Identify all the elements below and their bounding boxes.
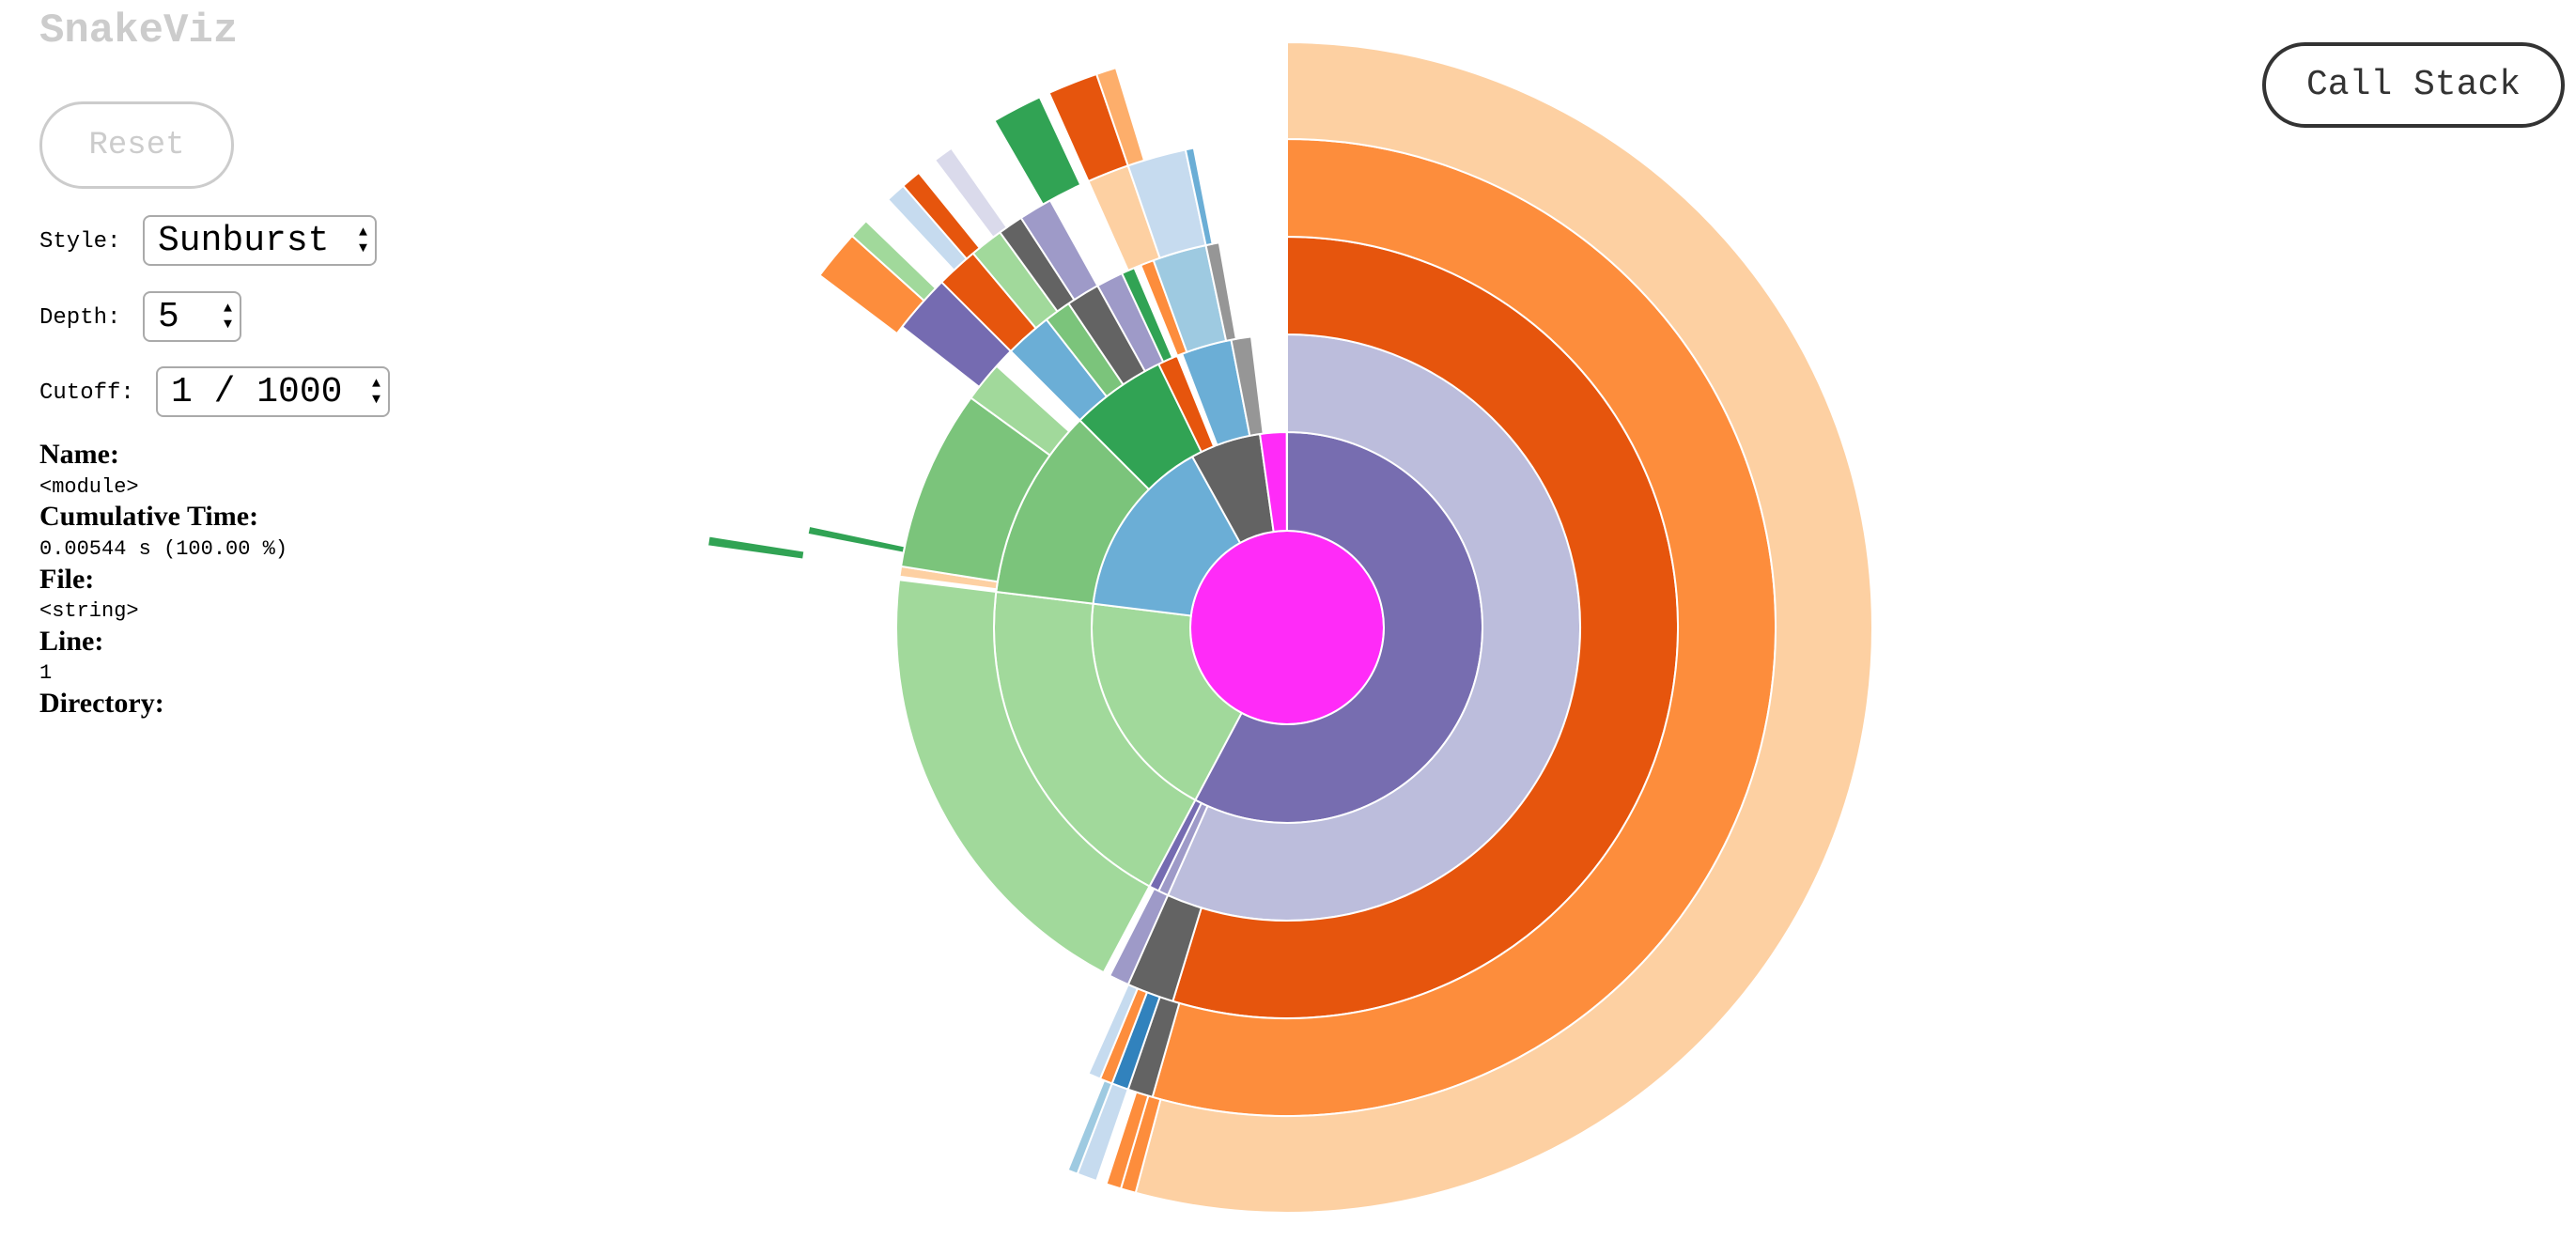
time-value: 0.00544 s (100.00 %) [39,537,288,561]
sunburst-root[interactable] [1189,530,1385,725]
file-value: <string> [39,599,139,623]
directory-label: Directory: [39,688,164,719]
time-label: Cumulative Time: [39,501,259,532]
sunburst-arc[interactable] [706,535,806,561]
cutoff-select[interactable]: 1 / 1000 [156,366,390,417]
sunburst-arc[interactable] [850,219,938,302]
style-select[interactable]: Sunburst [143,215,377,266]
sunburst-arc[interactable] [1066,1078,1113,1175]
style-label: Style: [39,229,121,255]
sunburst-arc[interactable] [993,96,1082,207]
sunburst-arc[interactable] [901,171,982,260]
name-value: <module> [39,475,139,499]
sunburst-arc[interactable] [1134,40,1874,1214]
call-stack-button[interactable]: Call Stack [2262,42,2565,128]
sunburst-arc[interactable] [1094,66,1146,167]
sunburst-arc[interactable] [1105,1091,1150,1190]
app-title: SnakeViz [39,8,239,54]
depth-label: Depth: [39,305,121,331]
sunburst-arc[interactable] [1184,147,1214,247]
sunburst-arc[interactable] [1120,266,1174,364]
cutoff-label: Cutoff: [39,380,134,406]
sunburst-arc[interactable] [806,524,907,554]
line-label: Line: [39,626,104,657]
sunburst-arc[interactable] [1019,198,1099,302]
sunburst-arc[interactable] [895,579,1151,974]
line-value: 1 [39,661,53,685]
sunburst-arc[interactable] [1087,983,1140,1080]
sunburst-arc[interactable] [1108,887,1170,986]
sunburst-arc[interactable] [933,147,1009,240]
name-label: Name: [39,439,119,470]
sunburst-arc[interactable] [1230,335,1265,437]
depth-select[interactable]: 5 [143,291,241,342]
sunburst-arc[interactable] [1258,430,1288,534]
reset-button[interactable]: Reset [39,101,234,189]
file-label: File: [39,564,95,595]
